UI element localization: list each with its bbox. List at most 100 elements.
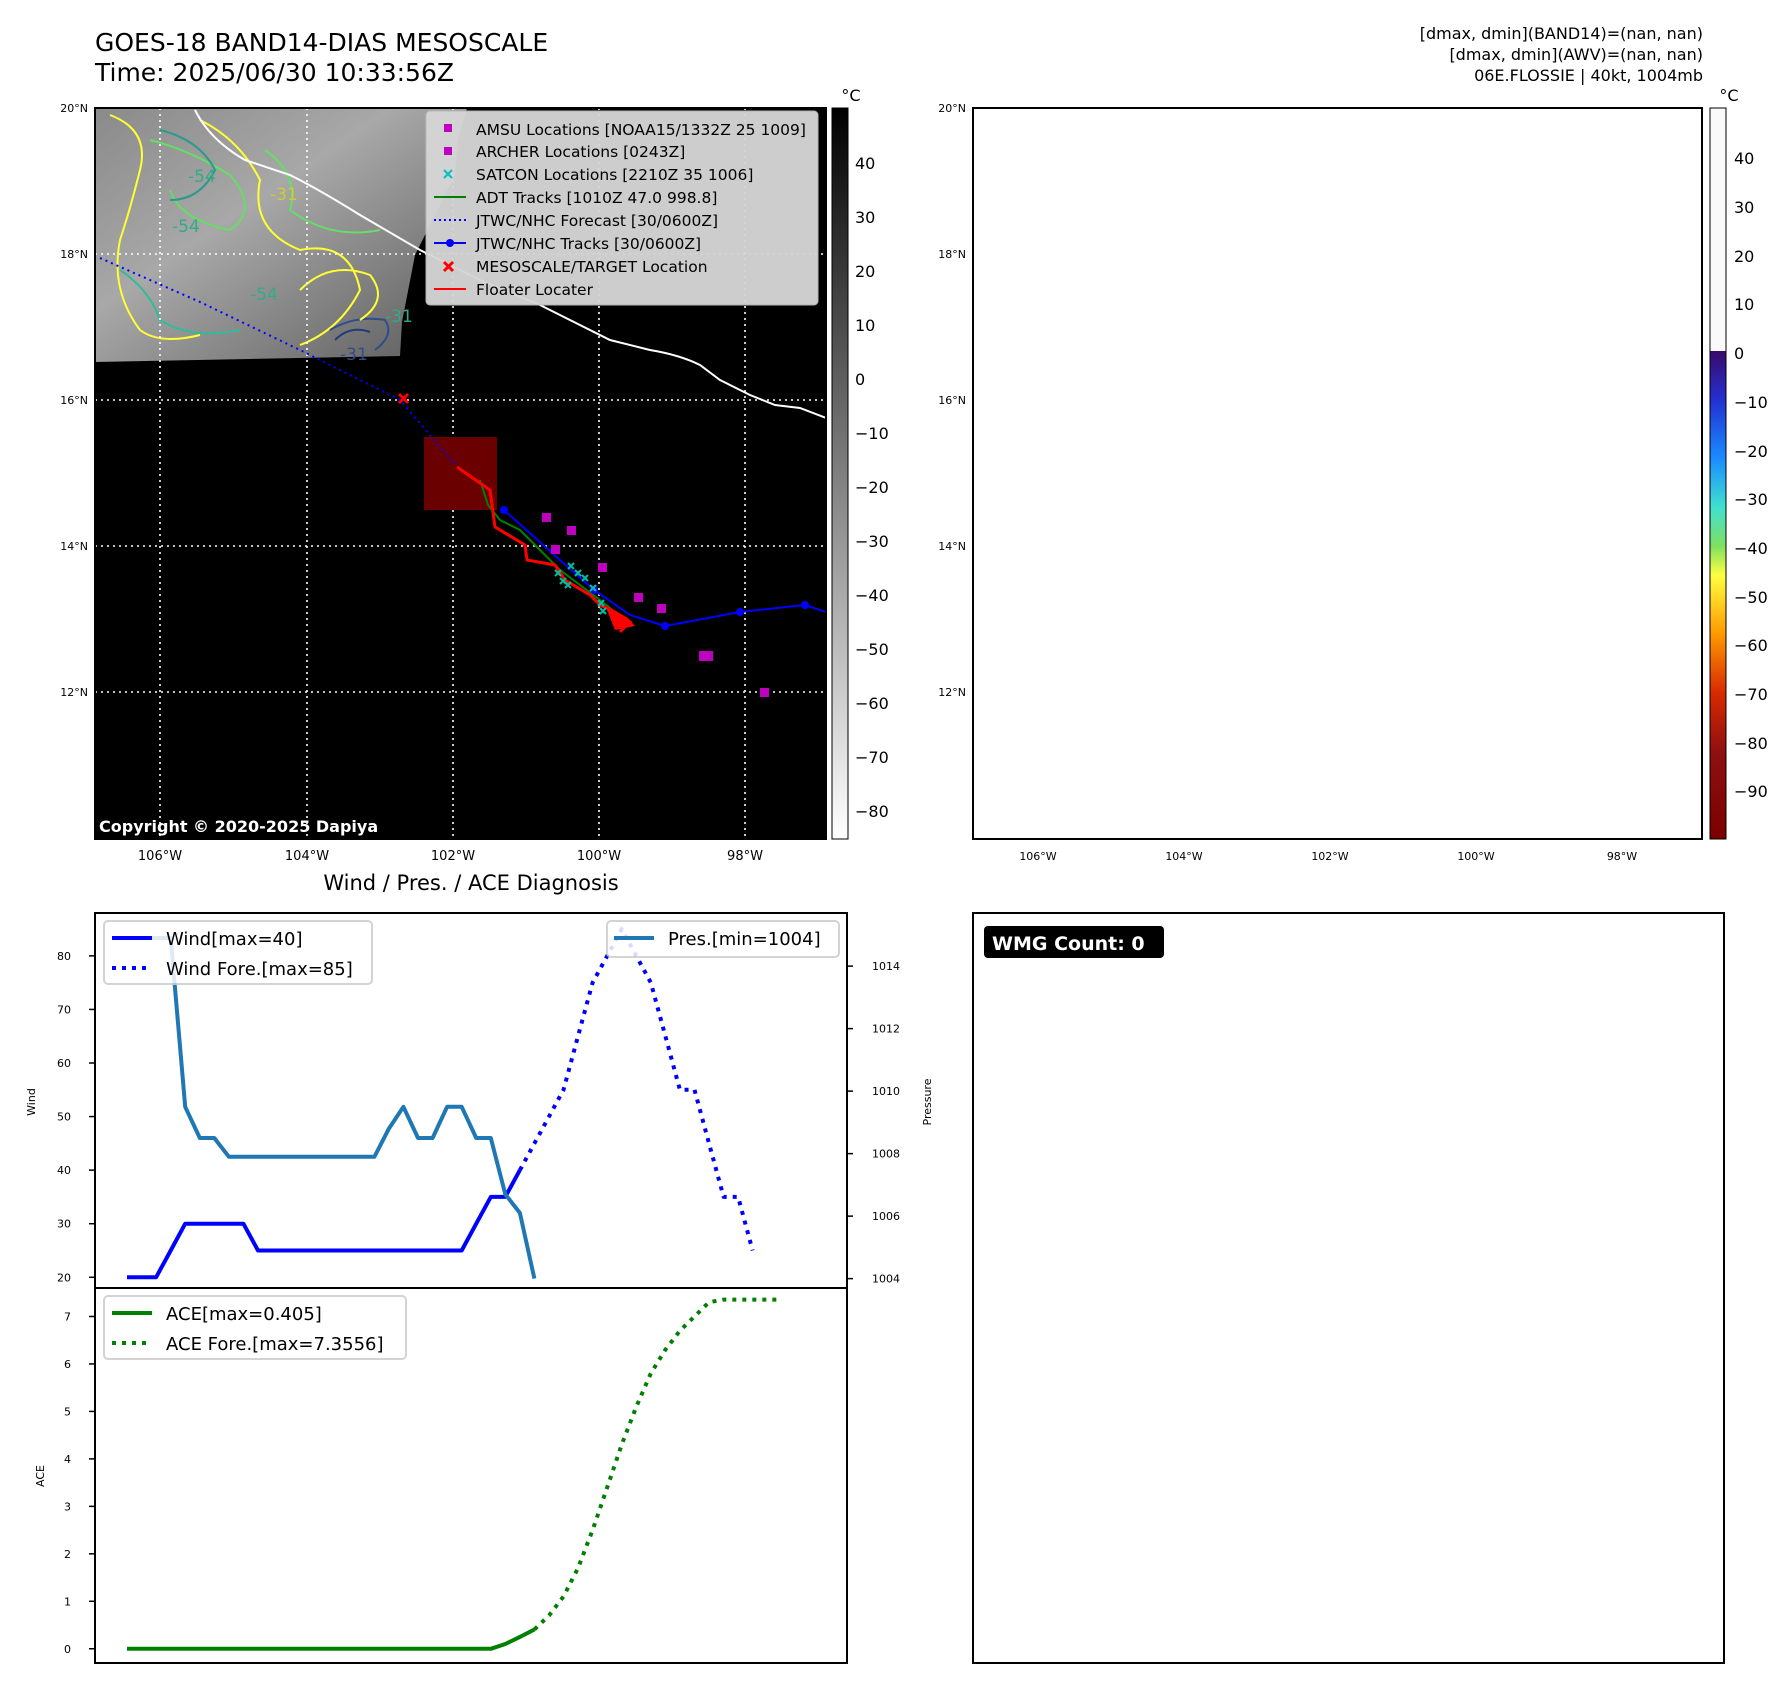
series-line-pres- <box>127 936 537 1280</box>
right-colorbar-ticks: 40 30 20 10 0 −10 −20 −30 −40 −50 −60 −7… <box>1734 149 1768 801</box>
lat-tick: 14°N <box>938 540 966 553</box>
info-band14: [dmax, dmin](BAND14)=(nan, nan) <box>1420 24 1703 43</box>
cloud-imagery <box>95 108 467 362</box>
ace-axis-tick-label: 4 <box>64 1453 71 1466</box>
legend-label: ADT Tracks [1010Z 47.0 998.8] <box>476 189 717 207</box>
lat-tick: 20°N <box>938 102 966 115</box>
colorbar-tick: −70 <box>1734 685 1768 704</box>
ace-legend: ACE[max=0.405] ACE Fore.[max=7.3556] <box>103 1295 407 1360</box>
colorbar-tick: −20 <box>1734 442 1768 461</box>
right-map: 20°N 18°N 16°N 14°N 12°N 106°W 104°W 102… <box>938 86 1768 863</box>
colorbar-tick: −10 <box>855 424 889 443</box>
colorbar-tick: −30 <box>1734 490 1768 509</box>
ace-axis-tick-label: 0 <box>64 1643 71 1656</box>
colorbar-tick: −50 <box>1734 588 1768 607</box>
ace-axis-tick-label: 6 <box>64 1358 71 1371</box>
colorbar-tick: −40 <box>855 586 889 605</box>
floater-locater-mass <box>605 605 635 630</box>
left-colorbar <box>831 107 849 840</box>
left-map: -54 -54 -31 -31 -54 -31 <box>60 86 889 864</box>
contours <box>109 114 390 351</box>
jtwc-track-points <box>500 506 809 630</box>
ace-chart: ACE 0 1 2 3 4 5 6 7 ACE[max=0.405] ACE Fore.[ma… <box>34 1287 848 1664</box>
ace-axis-tick-label: 7 <box>64 1310 71 1323</box>
legend-label: Wind Fore.[max=85] <box>166 959 353 980</box>
pressure-axis-tick-label: 1004 <box>872 1273 900 1286</box>
lon-tick: 104°W <box>285 849 329 864</box>
copyright: Copyright © 2020-2025 Dapiya <box>99 817 378 836</box>
map-legend: AMSU Locations [NOAA15/1332Z 25 1009] AR… <box>425 110 819 306</box>
diagnosis-title: Wind / Pres. / ACE Diagnosis <box>323 871 618 895</box>
ace-axis-tick-label: 3 <box>64 1500 71 1513</box>
legend-label: Wind[max=40] <box>166 929 303 950</box>
pressure-axis-tick-label: 1006 <box>872 1210 900 1223</box>
forecast-track <box>99 257 458 468</box>
contour-label: -31 <box>270 185 298 205</box>
legend-label: JTWC/NHC Tracks [30/0600Z] <box>475 235 701 253</box>
info-storm: 06E.FLOSSIE | 40kt, 1004mb <box>1474 66 1703 85</box>
colorbar-tick: −90 <box>1734 782 1768 801</box>
pressure-axis-label: Pressure <box>921 1078 934 1125</box>
lon-tick: 106°W <box>1019 850 1056 863</box>
colorbar-tick: −50 <box>855 640 889 659</box>
legend-marker <box>444 124 452 132</box>
colorbar-tick: −20 <box>855 478 889 497</box>
right-colorbar-upper <box>1710 108 1726 351</box>
legend-marker <box>442 260 455 273</box>
wind-axis-label: Wind <box>25 1088 38 1116</box>
contour-label: -54 <box>188 167 216 187</box>
colorbar-tick: 0 <box>1734 344 1744 363</box>
legend-label: JTWC/NHC Forecast [30/0600Z] <box>475 212 718 230</box>
contour-label: -54 <box>250 285 278 305</box>
lon-tick: 102°W <box>431 849 475 864</box>
wind-pressure-chart: Wind Pressure 20 30 40 50 60 70 80 1004 1006 100… <box>25 912 934 1289</box>
wind-axis-tick-label: 20 <box>57 1271 71 1284</box>
colorbar-tick: −40 <box>1734 539 1768 558</box>
right-map-lon-ticks: 106°W 104°W 102°W 100°W 98°W <box>1019 850 1637 863</box>
jtwc-track <box>503 509 826 628</box>
lat-tick: 12°N <box>938 686 966 699</box>
lon-tick: 104°W <box>1165 850 1202 863</box>
right-map-lat-ticks: 20°N 18°N 16°N 14°N 12°N <box>938 102 966 699</box>
contour-label: -31 <box>385 307 413 327</box>
colorbar-tick: −30 <box>855 532 889 551</box>
amsu-archer-markers <box>542 513 769 697</box>
mesoscale-target-marker <box>397 392 410 405</box>
left-map-lat-ticks: 20°N 18°N 16°N 14°N 12°N <box>60 102 88 699</box>
contour-label: -54 <box>172 217 200 237</box>
colorbar-tick: 10 <box>855 316 875 335</box>
lat-tick: 16°N <box>60 394 88 407</box>
wind-legend: Wind[max=40] Wind Fore.[max=85] <box>103 920 373 985</box>
lat-tick: 20°N <box>60 102 88 115</box>
legend-label: AMSU Locations [NOAA15/1332Z 25 1009] <box>476 121 806 139</box>
wind-axis-tick-label: 70 <box>57 1003 71 1016</box>
pressure-axis-tick-label: 1014 <box>872 960 900 973</box>
colorbar-tick: −60 <box>1734 636 1768 655</box>
ace-chart-frame <box>94 1287 848 1664</box>
pressure-axis-tick-label: 1012 <box>872 1023 900 1036</box>
series-line-ace-fore- <box>533 1297 782 1631</box>
pressure-axis-tick-label: 1010 <box>872 1085 900 1098</box>
map-frame <box>94 107 827 840</box>
lat-tick: 16°N <box>938 394 966 407</box>
series-line-wind-fore- <box>518 927 755 1252</box>
ace-axis-tick-label: 5 <box>64 1405 71 1418</box>
wind-axis-tick-label: 60 <box>57 1057 71 1070</box>
colorbar-tick: 0 <box>855 370 865 389</box>
lat-tick: 14°N <box>60 540 88 553</box>
pressure-axis-tick-label: 1008 <box>872 1148 900 1161</box>
colorbar-tick: −60 <box>855 694 889 713</box>
colorbar-tick: 40 <box>855 154 875 173</box>
figure-time: Time: 2025/06/30 10:33:56Z <box>94 58 454 87</box>
lon-tick: 98°W <box>1607 850 1637 863</box>
lon-tick: 100°W <box>577 849 621 864</box>
legend-marker <box>443 169 453 179</box>
contour-label: -31 <box>340 345 368 365</box>
satcon-markers <box>554 562 607 615</box>
legend-marker <box>446 239 454 247</box>
ace-axis-tick-label: 2 <box>64 1548 71 1561</box>
lon-tick: 106°W <box>138 849 182 864</box>
ace-axis-label: ACE <box>34 1465 47 1487</box>
legend-label: ACE[max=0.405] <box>166 1304 322 1325</box>
